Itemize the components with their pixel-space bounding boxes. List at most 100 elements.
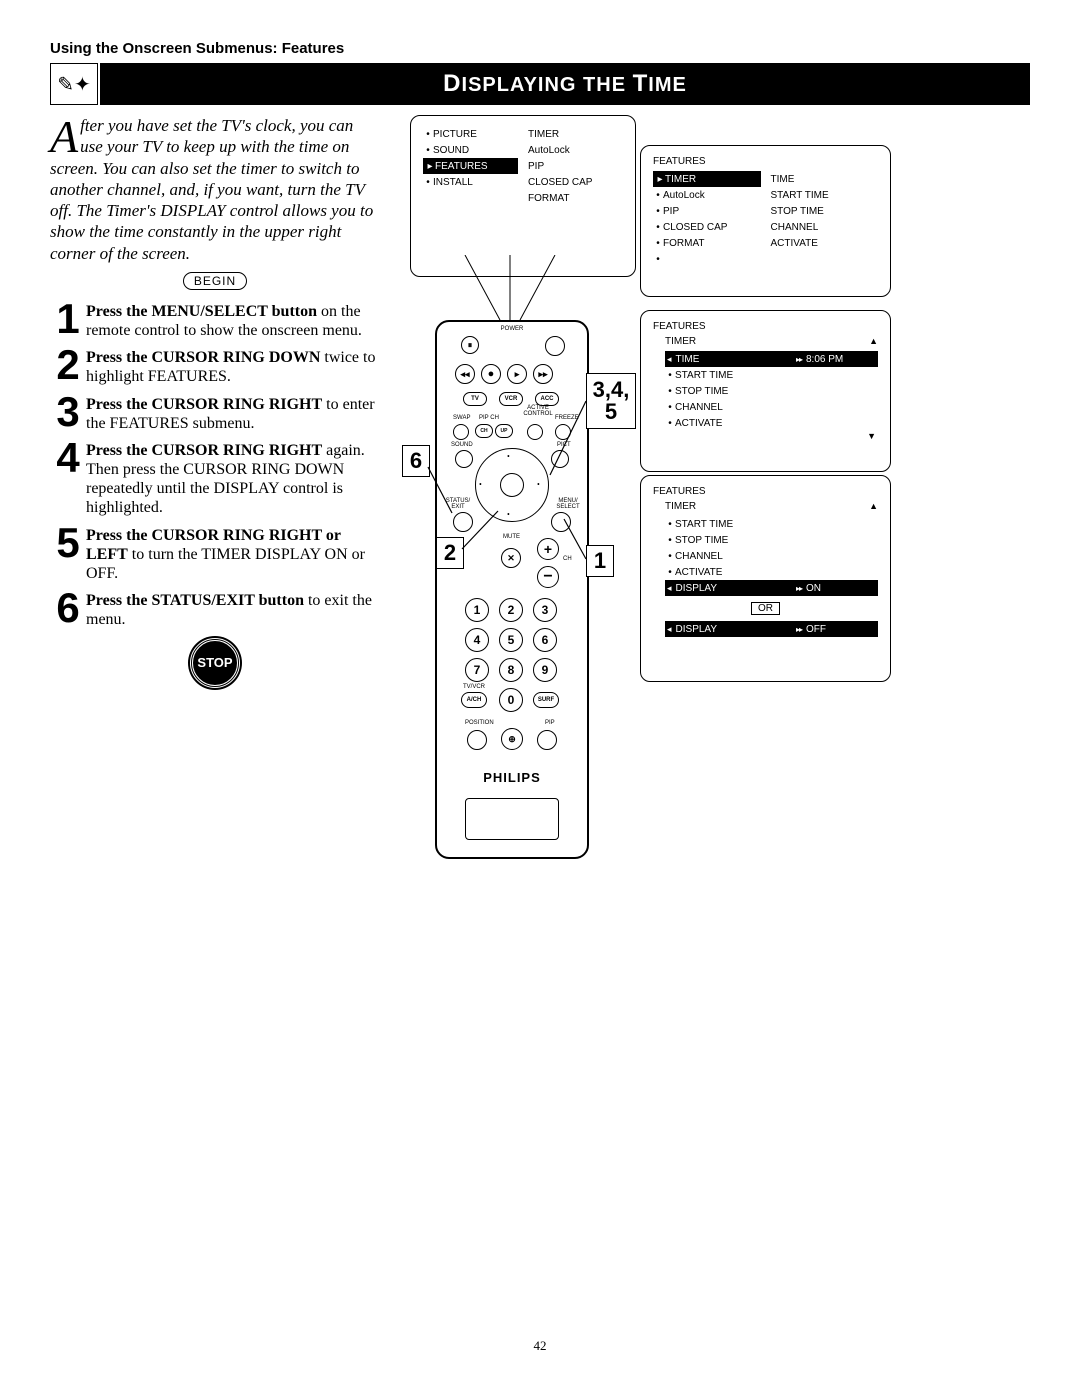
acc-button[interactable]: ACC [535, 392, 559, 406]
ffwd-button[interactable]: ▸▸ [533, 364, 553, 384]
num-4-button[interactable]: 4 [465, 628, 489, 652]
menu-item: CLOSED CAP [528, 174, 623, 190]
or-label: OR [751, 602, 780, 615]
menu-item: TIME [771, 171, 879, 187]
record-button[interactable]: ● [481, 364, 501, 384]
begin-badge: BEGIN [50, 272, 380, 290]
menu-item-selected: DISPLAYON [665, 580, 878, 596]
menu-item: CHANNEL [771, 219, 879, 235]
menu-item: INSTALL [423, 174, 518, 190]
active-control-label: ACTIVE CONTROL [523, 405, 553, 417]
rewind-button[interactable]: ◂◂ [455, 364, 475, 384]
ach-button[interactable]: A/CH [461, 692, 487, 708]
stop-badge: STOP [50, 638, 380, 688]
menu-item: START TIME [665, 367, 878, 383]
step-text: Press the MENU/SELECT button on the remo… [86, 300, 380, 340]
remote-hand-icon: ✎✦ [50, 63, 98, 105]
num-3-button[interactable]: 3 [533, 598, 557, 622]
num-1-button[interactable]: 1 [465, 598, 489, 622]
menu-item-selected: TIME8:06 PM [665, 351, 878, 367]
pip-center-button[interactable]: ⊕ [501, 728, 523, 750]
up-pill-button[interactable]: UP [495, 424, 513, 438]
pict-button[interactable] [551, 450, 569, 468]
ac-button[interactable] [527, 424, 543, 440]
menu-timer-time: FEATURES TIMER ▲ TIME8:06 PM START TIME … [640, 310, 891, 472]
play-button[interactable]: ▸ [507, 364, 527, 384]
callout-6: 6 [402, 445, 430, 477]
page-number: 42 [50, 1338, 1030, 1354]
menu-timer-display: FEATURES TIMER ▲ START TIME STOP TIME CH… [640, 475, 891, 682]
brand-label: PHILIPS [437, 770, 587, 785]
step-text: Press the STATUS/EXIT button to exit the… [86, 589, 380, 629]
menu-select-label: MENU/ SELECT [555, 498, 581, 510]
position-label: POSITION [465, 720, 494, 726]
menu-item-alt: DISPLAYOFF [665, 621, 878, 637]
menu-subtitle: TIMER [665, 336, 869, 347]
menu-item: TIMER [528, 126, 623, 142]
surf-button[interactable]: SURF [533, 692, 559, 708]
ch-pill-button[interactable]: CH [475, 424, 493, 438]
menu-title: FEATURES [653, 486, 878, 497]
menu-item: CLOSED CAP [653, 219, 761, 235]
up-arrow-icon: ▲ [869, 336, 878, 351]
cursor-ring-center[interactable] [500, 473, 524, 497]
up-arrow-icon: ▲ [869, 501, 878, 516]
menu-features: FEATURES TIMER AutoLock PIP CLOSED CAP F… [640, 145, 891, 297]
menu-item: FORMAT [528, 190, 623, 206]
num-5-button[interactable]: 5 [499, 628, 523, 652]
step-4: 4 Press the CURSOR RING RIGHT again. The… [50, 439, 380, 518]
vol-up-button[interactable]: + [537, 538, 559, 560]
sound-button[interactable] [455, 450, 473, 468]
num-9-button[interactable]: 9 [533, 658, 557, 682]
ch-label: CH [563, 556, 572, 562]
freeze-button[interactable] [555, 424, 571, 440]
menu-subtitle: TIMER [665, 501, 869, 512]
callout-345: 3,4, 5 [586, 373, 636, 429]
swap-label: SWAP [453, 415, 470, 421]
menu-item: AutoLock [528, 142, 623, 158]
left-column: A fter you have set the TV's clock, you … [50, 115, 380, 698]
down-arrow-icon: ▼ [653, 431, 878, 441]
tv-button[interactable]: TV [463, 392, 487, 406]
step-number: 3 [50, 393, 86, 433]
step-number: 4 [50, 439, 86, 518]
menu-item: FORMAT [653, 235, 761, 251]
menu-select-button[interactable] [551, 512, 571, 532]
pause-button[interactable]: ⏸ [461, 336, 479, 354]
step-number: 5 [50, 524, 86, 584]
step-number: 2 [50, 346, 86, 386]
position-button[interactable] [467, 730, 487, 750]
swap-button[interactable] [453, 424, 469, 440]
num-7-button[interactable]: 7 [465, 658, 489, 682]
menu-item [653, 251, 761, 267]
menu-item-selected: FEATURES [423, 158, 518, 174]
status-exit-button[interactable] [453, 512, 473, 532]
sound-label: SOUND [451, 442, 473, 448]
up-dot-icon: • [507, 452, 510, 461]
power-button[interactable] [545, 336, 565, 356]
menu-item: START TIME [665, 516, 878, 532]
pipch-label: PIP CH [479, 415, 499, 421]
num-0-button[interactable]: 0 [499, 688, 523, 712]
freeze-label: FREEZE [555, 415, 579, 421]
step-text: Press the CURSOR RING RIGHT to enter the… [86, 393, 380, 433]
callout-1: 1 [586, 545, 614, 577]
step-2: 2 Press the CURSOR RING DOWN twice to hi… [50, 346, 380, 386]
step-5: 5 Press the CURSOR RING RIGHT or LEFT to… [50, 524, 380, 584]
pip-label: PIP [545, 720, 555, 726]
pip-button[interactable] [537, 730, 557, 750]
vcr-button[interactable]: VCR [499, 392, 523, 406]
menu-item: AutoLock [653, 187, 761, 203]
step-number: 1 [50, 300, 86, 340]
menu-item: PIP [528, 158, 623, 174]
num-8-button[interactable]: 8 [499, 658, 523, 682]
menu-item: ACTIVATE [771, 235, 879, 251]
menu-item: CHANNEL [665, 399, 878, 415]
mute-button[interactable]: ✕ [501, 548, 521, 568]
vol-down-button[interactable]: − [537, 566, 559, 588]
status-exit-label: STATUS/ EXIT [445, 498, 471, 510]
menu-main: PICTURE SOUND FEATURES INSTALL TIMER Aut… [410, 115, 636, 277]
num-2-button[interactable]: 2 [499, 598, 523, 622]
down-dot-icon: • [507, 510, 510, 519]
num-6-button[interactable]: 6 [533, 628, 557, 652]
